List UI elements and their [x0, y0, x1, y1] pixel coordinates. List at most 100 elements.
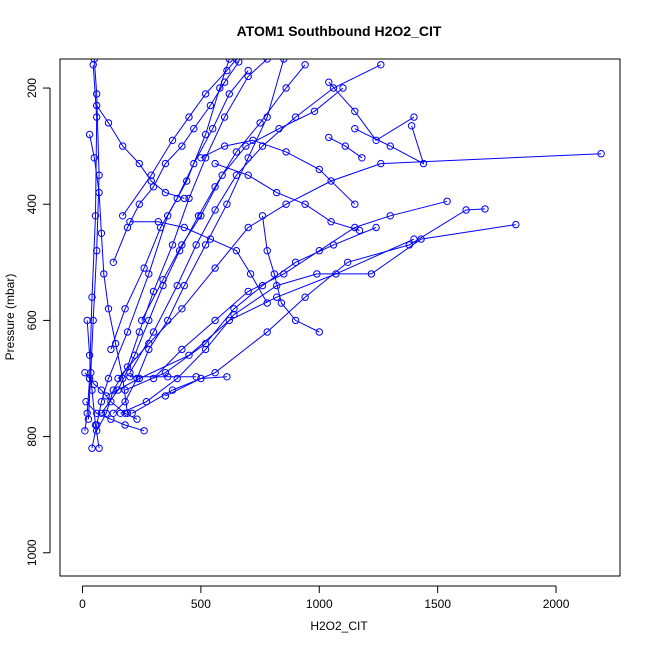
- data-point: [123, 328, 132, 336]
- data-point: [119, 142, 127, 150]
- x-tick-label: 1500: [424, 597, 451, 611]
- data-point: [161, 159, 170, 168]
- data-point: [140, 264, 148, 272]
- data-point: [107, 415, 115, 423]
- data-point: [275, 125, 283, 133]
- y-axis: 200 400 600 800 1000: [25, 78, 51, 566]
- data-point: [102, 392, 110, 400]
- data-point: [178, 345, 186, 354]
- data-point: [597, 150, 605, 158]
- data-point: [185, 351, 193, 359]
- series-27: [85, 130, 132, 417]
- data-point: [95, 444, 103, 452]
- data-point: [211, 264, 219, 272]
- data-point: [173, 194, 181, 203]
- series-29: [81, 369, 141, 423]
- series-line: [89, 134, 128, 414]
- series-line: [84, 372, 138, 420]
- data-point: [91, 212, 100, 220]
- data-point: [178, 305, 186, 313]
- series-line: [153, 200, 448, 379]
- data-point: [168, 241, 177, 249]
- series-10: [107, 66, 252, 354]
- data-point: [119, 374, 127, 383]
- data-point: [327, 218, 335, 226]
- data-point: [372, 223, 380, 232]
- data-point: [145, 270, 153, 278]
- data-point: [140, 427, 148, 435]
- data-point: [201, 339, 210, 348]
- data-point: [93, 101, 101, 110]
- data-point: [84, 415, 93, 423]
- data-point: [192, 241, 200, 249]
- data-point: [126, 218, 134, 226]
- data-point: [180, 194, 189, 203]
- data-point: [223, 373, 231, 381]
- series-line: [96, 59, 268, 432]
- data-point: [93, 409, 101, 417]
- data-point: [332, 270, 340, 278]
- data-point: [244, 223, 252, 232]
- data-point: [201, 90, 210, 98]
- data-point: [410, 113, 418, 121]
- data-point: [232, 148, 241, 156]
- data-point: [242, 142, 250, 150]
- data-point: [109, 258, 118, 266]
- data-point: [185, 113, 193, 121]
- data-point: [100, 270, 108, 278]
- series-30: [82, 398, 148, 435]
- chart-title: ATOM1 Southbound H2O2_CIT: [237, 23, 442, 39]
- data-point: [90, 154, 99, 162]
- y-tick-label: 400: [25, 194, 39, 214]
- series-25: [258, 212, 323, 336]
- data-point: [258, 212, 267, 220]
- data-point: [223, 66, 231, 75]
- data-point: [135, 328, 144, 336]
- data-point: [201, 130, 210, 139]
- data-point: [114, 374, 122, 383]
- data-point: [138, 316, 146, 325]
- data-point: [147, 177, 155, 185]
- data-point: [201, 154, 210, 162]
- data-point: [85, 374, 94, 383]
- data-point: [246, 270, 255, 278]
- series-23: [211, 159, 364, 235]
- data-point: [256, 119, 264, 127]
- data-point: [325, 78, 333, 86]
- series-line: [84, 64, 98, 431]
- data-point: [145, 316, 153, 325]
- data-point: [97, 409, 106, 417]
- data-point: [377, 61, 385, 69]
- series-16: [126, 373, 200, 381]
- series-line: [117, 153, 602, 379]
- data-point: [211, 159, 219, 168]
- series-17: [119, 59, 241, 220]
- data-point: [329, 241, 338, 249]
- series-9: [126, 61, 385, 377]
- data-point: [244, 72, 252, 81]
- data-point: [329, 84, 338, 92]
- series-line: [131, 208, 486, 414]
- data-point: [315, 328, 323, 336]
- data-point: [291, 258, 300, 266]
- data-point: [220, 142, 229, 150]
- data-point: [161, 369, 170, 377]
- data-point: [178, 142, 186, 150]
- series-line: [214, 163, 360, 231]
- data-point: [85, 351, 94, 359]
- data-point: [367, 270, 376, 278]
- series-20: [351, 122, 428, 168]
- data-point: [244, 66, 252, 75]
- data-point: [273, 188, 281, 197]
- data-point: [164, 212, 172, 220]
- x-tick-label: 1000: [306, 597, 333, 611]
- data-point: [310, 107, 319, 116]
- data-point: [88, 444, 96, 452]
- data-point: [263, 247, 271, 255]
- series-26: [93, 101, 189, 203]
- data-point: [220, 113, 229, 121]
- data-point: [419, 159, 428, 168]
- x-tick-label: 500: [191, 597, 211, 611]
